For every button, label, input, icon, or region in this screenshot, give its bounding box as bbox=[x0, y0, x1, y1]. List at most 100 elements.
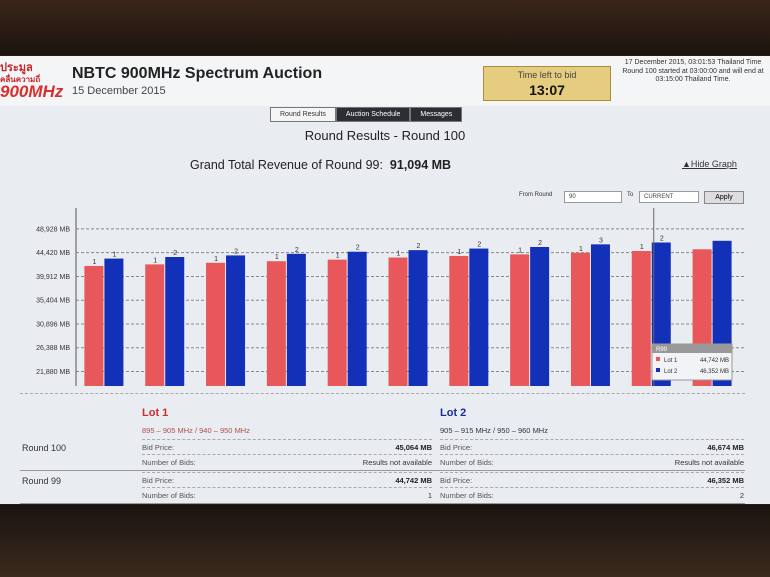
tooltip-swatch bbox=[656, 357, 660, 361]
tooltip-header bbox=[652, 344, 732, 353]
bar-lot2-R96 bbox=[469, 248, 489, 386]
bar-lot2-R94 bbox=[347, 251, 367, 386]
bid-count-label: 1 bbox=[214, 256, 218, 263]
lot2-title: Lot 2 bbox=[440, 407, 467, 419]
round-info: 17 December 2015, 03:01:53 Thailand Time… bbox=[617, 59, 769, 85]
auction-date: 15 December 2015 bbox=[72, 85, 166, 97]
bid-price-label: Bid Price: bbox=[440, 443, 473, 452]
logo: ประมูล คลื่นความถี่ 900MHz bbox=[0, 62, 64, 101]
round-schedule: Round 100 started at 03:00:00 and will e… bbox=[622, 67, 764, 84]
lot2-num-bids: 2 bbox=[739, 491, 744, 500]
lot-results: Lot 1 895 – 905 MHz / 940 – 950 MHz Lot … bbox=[0, 391, 770, 504]
lot1-bid-price: 44,742 MB bbox=[395, 476, 432, 485]
y-tick-label: 35,404 MB bbox=[36, 298, 70, 305]
y-tick-label: 21,880 MB bbox=[36, 369, 70, 376]
bar-lot1-R97 bbox=[510, 254, 530, 386]
bar-lot1-R95 bbox=[388, 257, 408, 386]
bid-count-label: 1 bbox=[579, 246, 583, 253]
tab-auction-schedule[interactable]: Auction Schedule bbox=[335, 107, 411, 122]
bid-count-label: 1 bbox=[275, 254, 279, 261]
bar-lot1-R91 bbox=[145, 264, 165, 386]
lot1-num-bids: 1 bbox=[427, 491, 432, 500]
to-label: To bbox=[627, 192, 634, 198]
bar-lot1-R90 bbox=[84, 265, 104, 386]
bid-price-label: Bid Price: bbox=[142, 443, 175, 452]
bar-lot1-R98 bbox=[570, 252, 590, 386]
tab-bar: Round Results Auction Schedule Messages bbox=[270, 107, 463, 122]
lot1-num-bids: Results not available bbox=[362, 458, 432, 467]
from-round-label: From Round bbox=[519, 192, 553, 198]
to-round-input[interactable]: CURRENT bbox=[639, 191, 699, 203]
bar-lot2-R92 bbox=[226, 255, 246, 386]
bid-count-label: 1 bbox=[112, 252, 116, 259]
num-bids-label: Number of Bids: bbox=[440, 491, 494, 500]
bar-lot2-R93 bbox=[286, 253, 306, 386]
app-title: NBTC 900MHz Spectrum Auction bbox=[72, 65, 323, 82]
tooltip-swatch bbox=[656, 368, 660, 372]
tooltip-value: 46,352 MB bbox=[700, 369, 729, 375]
bid-price-label: Bid Price: bbox=[142, 476, 175, 485]
tooltip-value: 44,742 MB bbox=[700, 358, 729, 364]
bar-lot1-R99 bbox=[631, 250, 651, 386]
bid-count-label: 2 bbox=[417, 243, 421, 250]
background-floor bbox=[0, 505, 770, 577]
bar-lot2-R90 bbox=[104, 258, 124, 386]
bar-lot1-R96 bbox=[449, 255, 469, 386]
lot1-band: 895 – 905 MHz / 940 – 950 MHz bbox=[142, 426, 250, 435]
bid-count-label: 1 bbox=[397, 251, 401, 258]
bid-count-label: 3 bbox=[599, 237, 603, 244]
round-label: Round 99 bbox=[22, 476, 62, 486]
grand-total: Grand Total Revenue of Round 99: 91,094 … bbox=[190, 158, 452, 172]
lot1-bid-price: 45,064 MB bbox=[395, 443, 432, 452]
bid-price-label: Bid Price: bbox=[440, 476, 473, 485]
bid-count-label: 1 bbox=[518, 247, 522, 254]
bid-count-label: 2 bbox=[173, 250, 177, 257]
y-tick-label: 39,912 MB bbox=[36, 274, 70, 281]
apply-button[interactable]: Apply bbox=[704, 191, 744, 204]
bar-lot1-R92 bbox=[206, 262, 226, 386]
bid-count-label: 2 bbox=[295, 247, 299, 254]
num-bids-label: Number of Bids: bbox=[440, 458, 494, 467]
tooltip-title: R99 bbox=[656, 347, 668, 353]
lot2-num-bids: Results not available bbox=[674, 458, 744, 467]
countdown-timer: Time left to bid 13:07 bbox=[483, 66, 611, 101]
lot2-bid-price: 46,352 MB bbox=[707, 476, 744, 485]
bid-count-label: 2 bbox=[356, 245, 360, 252]
bid-count-label: 1 bbox=[153, 257, 157, 264]
bid-count-label: 2 bbox=[477, 242, 481, 249]
from-round-input[interactable]: 90 bbox=[564, 191, 622, 203]
bid-count-label: 2 bbox=[538, 240, 542, 247]
background-wall bbox=[0, 0, 770, 55]
bid-count-label: 1 bbox=[92, 259, 96, 266]
bar-lot2-R91 bbox=[165, 257, 185, 386]
y-tick-label: 48,928 MB bbox=[36, 226, 70, 233]
num-bids-label: Number of Bids: bbox=[142, 458, 196, 467]
page-title: Round Results - Round 100 bbox=[304, 128, 466, 143]
lot2-bid-price: 46,674 MB bbox=[707, 443, 744, 452]
bar-lot2-R97 bbox=[530, 246, 550, 386]
header: ประมูล คลื่นความถี่ 900MHz NBTC 900MHz Spe… bbox=[0, 56, 770, 106]
tab-round-results[interactable]: Round Results bbox=[270, 107, 336, 122]
round-label: Round 100 bbox=[22, 443, 67, 453]
lot2-band: 905 – 915 MHz / 950 – 960 MHz bbox=[440, 426, 548, 435]
tab-messages[interactable]: Messages bbox=[410, 107, 463, 122]
y-tick-label: 30,896 MB bbox=[36, 321, 70, 328]
bid-count-label: 1 bbox=[640, 244, 644, 251]
y-tick-label: 44,420 MB bbox=[36, 250, 70, 257]
bid-count-label: 2 bbox=[660, 235, 664, 242]
hide-graph-link[interactable]: ▲Hide Graph bbox=[682, 159, 737, 169]
bid-count-label: 1 bbox=[457, 249, 461, 256]
bid-count-label: 1 bbox=[336, 253, 340, 260]
monitor-screen: ประมูล คลื่นความถี่ 900MHz NBTC 900MHz Spe… bbox=[0, 56, 770, 504]
y-tick-label: 26,388 MB bbox=[36, 345, 70, 352]
bar-lot1-R94 bbox=[327, 259, 347, 386]
bar-lot2-R98 bbox=[590, 244, 610, 386]
tooltip-series: Lot 1 bbox=[664, 358, 678, 364]
current-time: 17 December 2015, 03:01:53 Thailand Time bbox=[624, 59, 762, 66]
tooltip-series: Lot 2 bbox=[664, 369, 678, 375]
bar-lot2-R95 bbox=[408, 250, 428, 386]
bid-count-label: 2 bbox=[234, 248, 238, 255]
num-bids-label: Number of Bids: bbox=[142, 491, 196, 500]
bar-lot1-R93 bbox=[266, 261, 286, 386]
